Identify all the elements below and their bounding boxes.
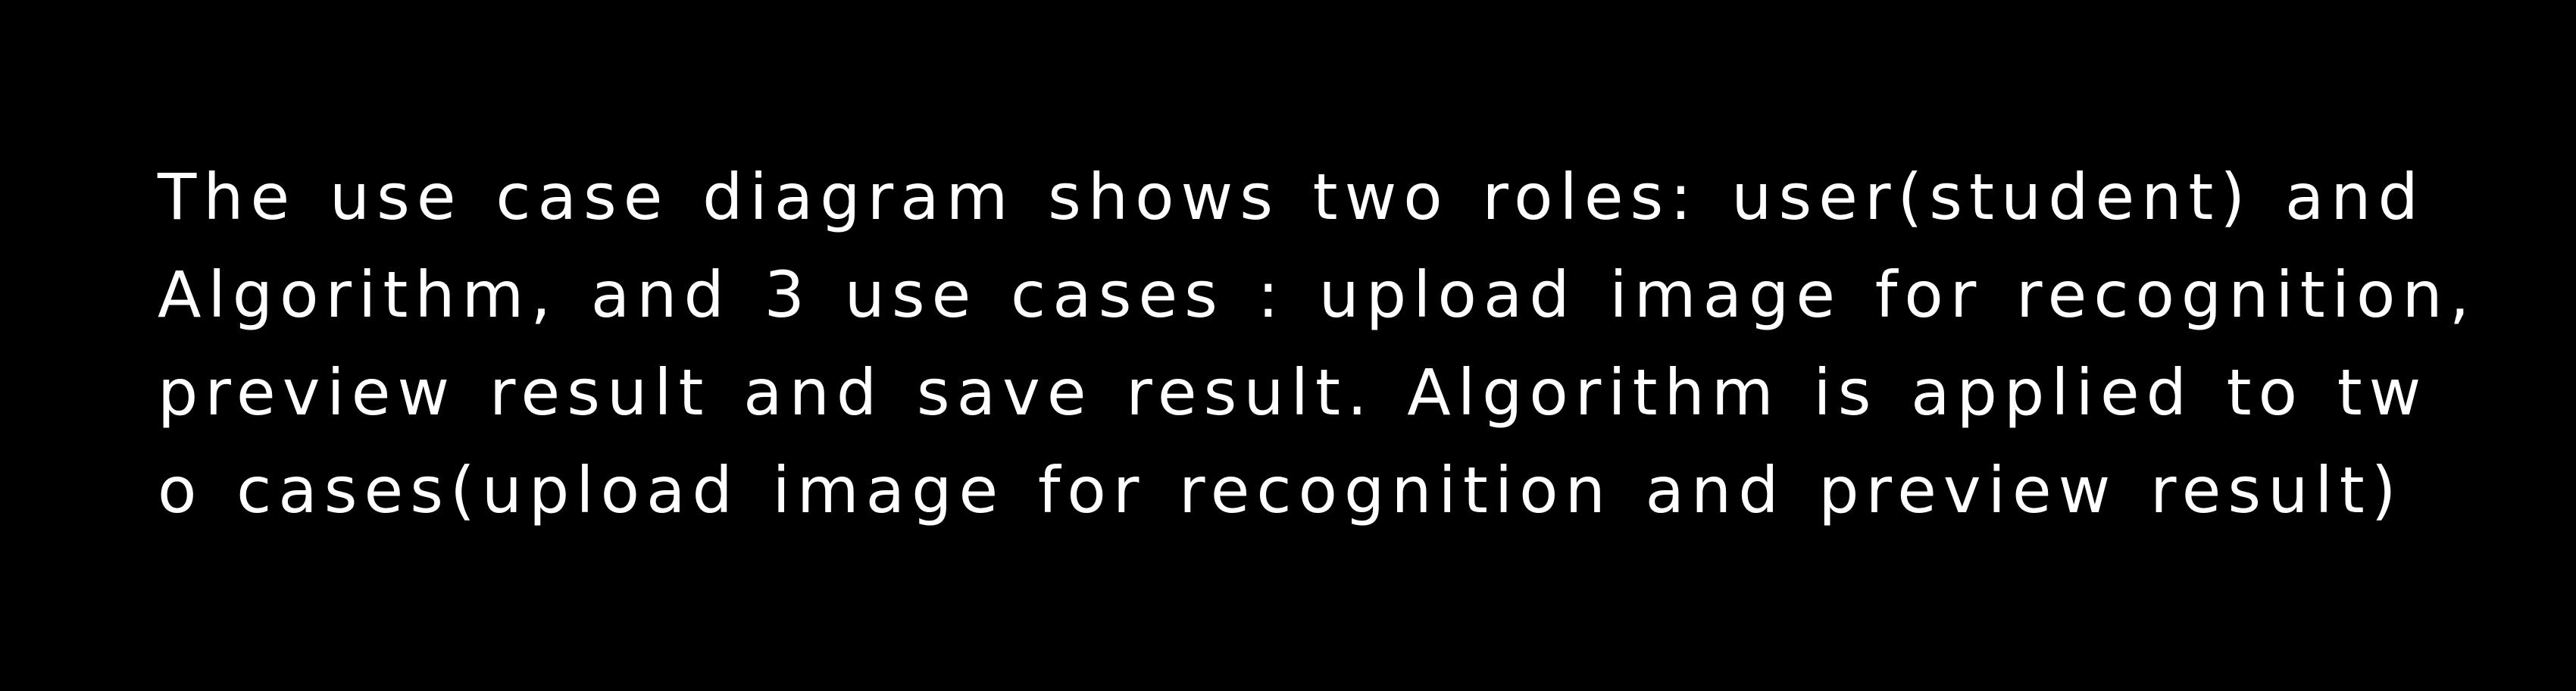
text-line-3: preview result and save result. Algorith… bbox=[158, 355, 2428, 430]
text-line-1: The use case diagram shows two roles: us… bbox=[158, 160, 2425, 234]
text-line-4: o cases(upload image for recognition and… bbox=[158, 453, 2403, 527]
description-paragraph: The use case diagram shows two roles: us… bbox=[158, 149, 2477, 539]
text-line-2: Algorithm, and 3 use cases : upload imag… bbox=[158, 258, 2477, 332]
